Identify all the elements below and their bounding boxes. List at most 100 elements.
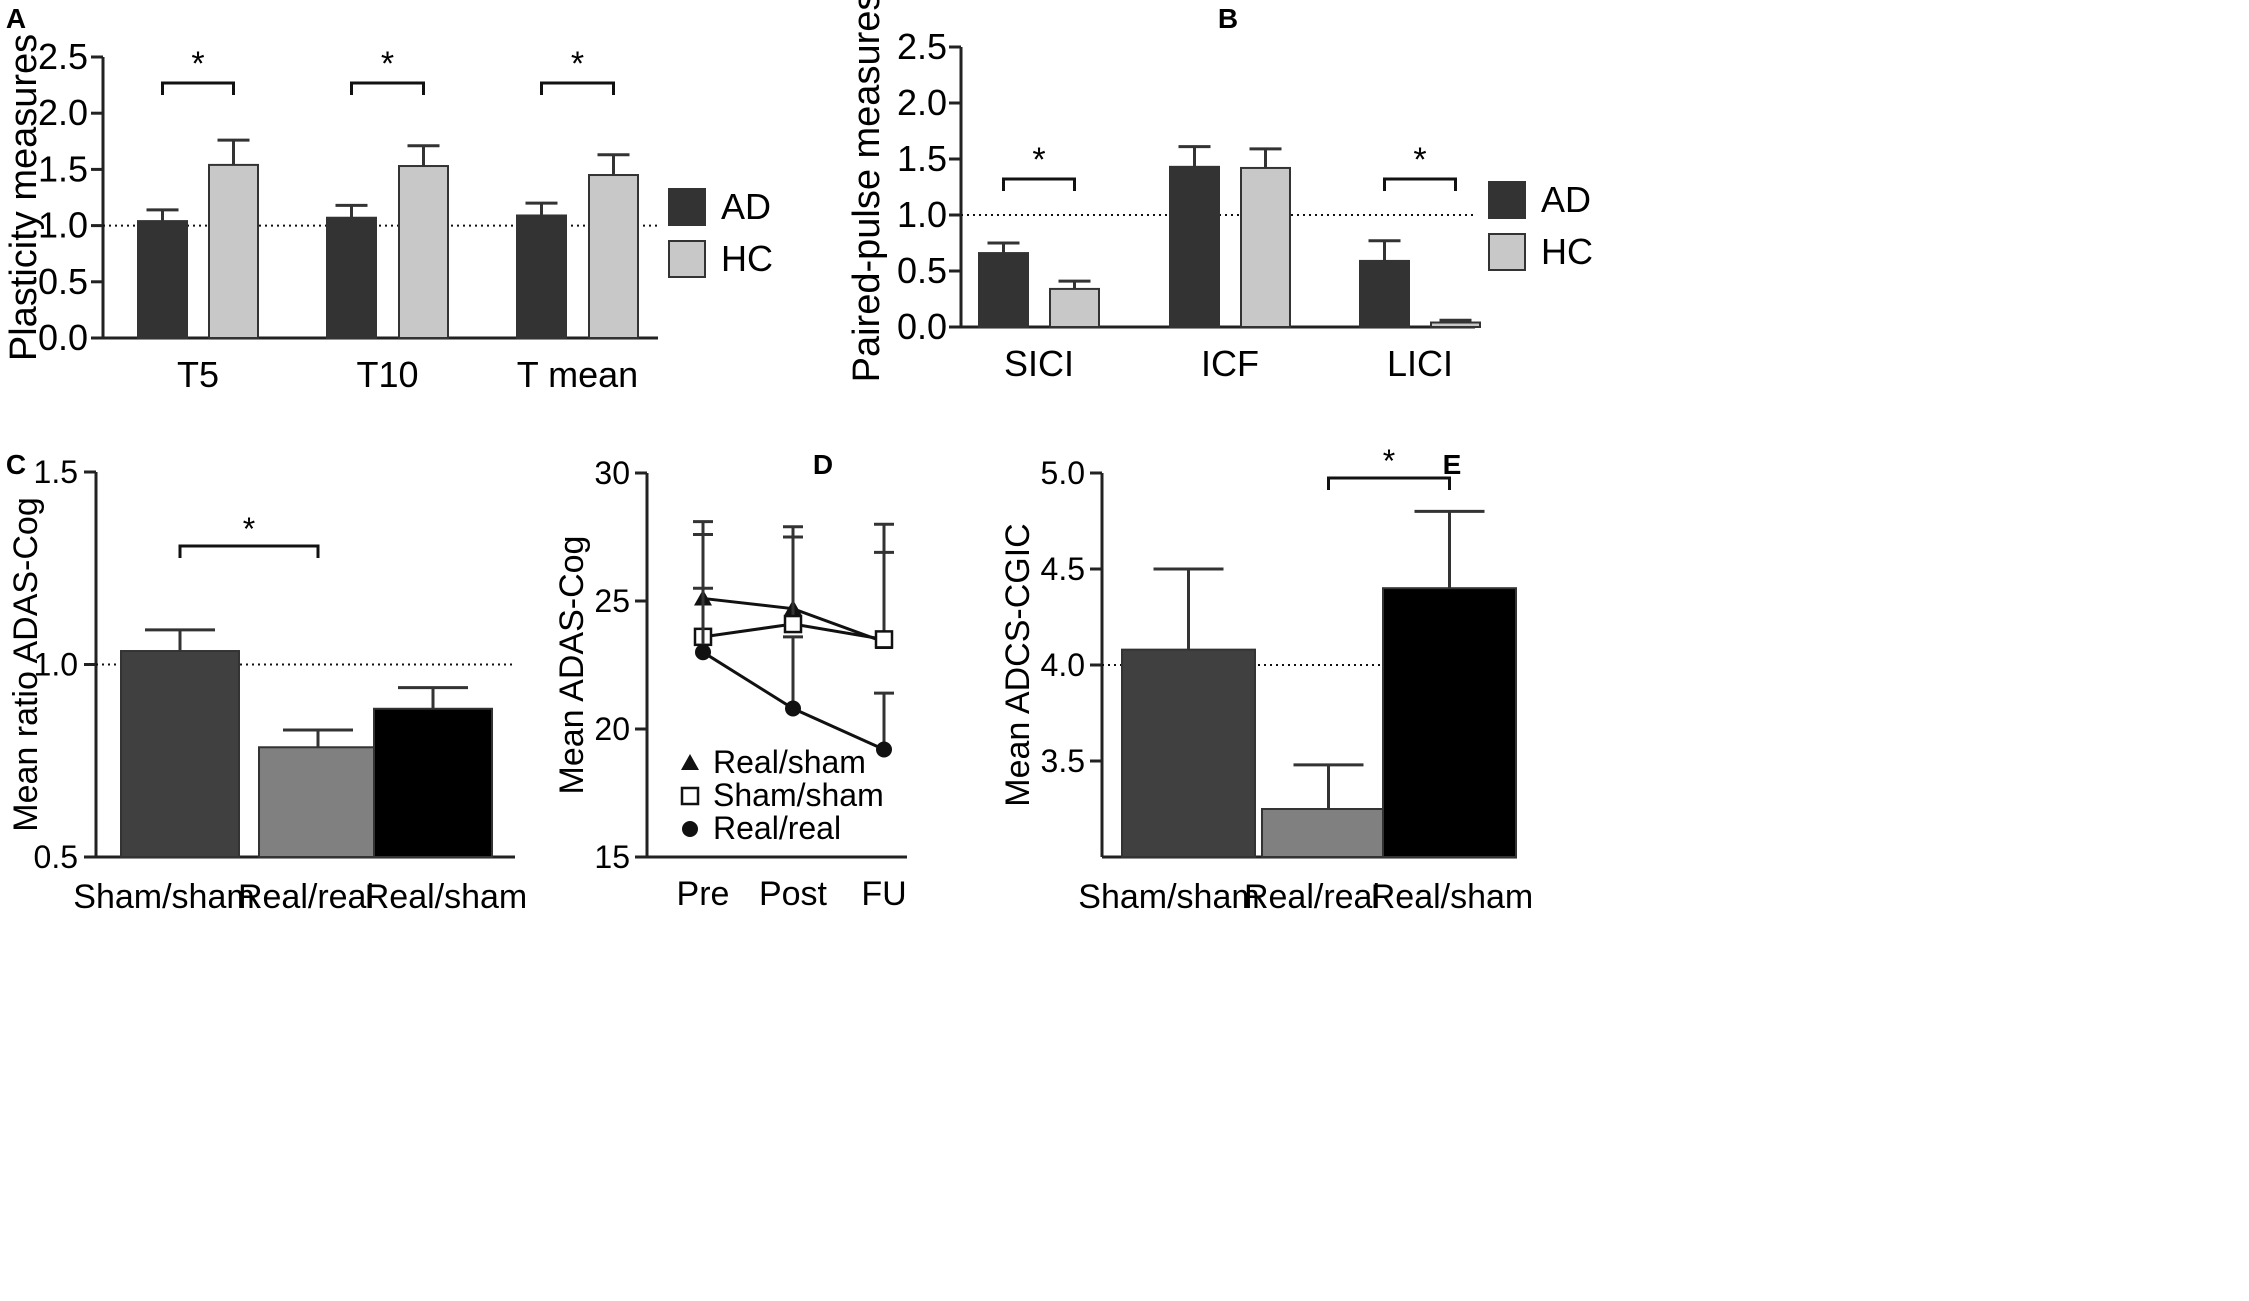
bar-ad	[978, 252, 1029, 328]
y-axis-label: Mean ratio ADAS-Cog	[7, 497, 45, 832]
chart-d: 15 20 25 30 Mean ADAS-Cog Pre Post FU Real/shamS…	[553, 455, 907, 913]
y-tick-label: 0.5	[34, 839, 78, 875]
x-tick-label: Real/sham	[1371, 878, 1534, 916]
y-tick-label: 2.0	[38, 92, 88, 133]
significance-bracket	[540, 81, 615, 95]
legend-label-hc: HC	[1541, 231, 1593, 272]
y-tick-label: 1.5	[34, 454, 78, 490]
legend-label-hc: HC	[721, 238, 773, 279]
significance-star: *	[1413, 141, 1426, 179]
y-axis-label: Plasticity measures	[3, 34, 45, 361]
significance-bracket	[1327, 476, 1451, 490]
significance-star: *	[243, 511, 255, 547]
y-tick-label: 4.0	[1041, 647, 1085, 683]
y-tick-label: 3.5	[1041, 743, 1085, 779]
bar-real-sham	[1382, 587, 1517, 858]
y-tick-label: 1.0	[897, 194, 947, 235]
bar-ad	[1169, 165, 1220, 328]
bar-sham-sham	[120, 650, 240, 859]
x-tick-label: SICI	[1004, 343, 1074, 384]
y-tick-label: 2.5	[38, 36, 88, 77]
x-tick-label: Real/sham	[365, 878, 528, 916]
x-tick-label: Sham/sham	[73, 878, 254, 916]
significance-star: *	[1383, 443, 1395, 479]
y-tick-label: 25	[594, 583, 630, 619]
bar-ad	[137, 220, 188, 340]
data-point	[874, 630, 894, 649]
y-tick-label: 2.5	[897, 26, 947, 67]
significance-star: *	[571, 45, 584, 83]
legend-marker-real-real	[682, 821, 698, 837]
y-tick-label: 2.0	[897, 82, 947, 123]
significance-bracket	[1383, 177, 1457, 191]
significance-star: *	[381, 45, 394, 83]
legend-label-ad: AD	[1541, 179, 1591, 220]
y-tick-label: 1.0	[34, 647, 78, 683]
y-tick-label: 0.0	[38, 317, 88, 358]
bar-real-sham	[373, 707, 493, 859]
y-tick-label: 0.5	[38, 261, 88, 302]
x-tick-label: LICI	[1387, 343, 1453, 384]
y-tick-label: 0.5	[897, 250, 947, 291]
legend-swatch-hc	[668, 240, 706, 278]
bar-hc	[398, 165, 449, 339]
significance-star: *	[1032, 141, 1045, 179]
y-axis-label: Mean ADAS-Cog	[553, 536, 591, 795]
data-point	[785, 700, 801, 717]
y-tick-label: 0.0	[897, 306, 947, 347]
x-tick-label: FU	[861, 875, 906, 913]
bar-sham-sham	[1121, 648, 1256, 859]
legend-swatch-ad	[1488, 181, 1526, 219]
y-tick-label: 30	[594, 455, 630, 491]
legend-marker-real-sham	[681, 754, 699, 770]
panel-letter-a: A	[6, 3, 26, 34]
y-tick-label: 1.5	[38, 148, 88, 189]
bar-hc	[1430, 321, 1481, 328]
y-tick-label: 15	[594, 839, 630, 875]
significance-bracket	[350, 81, 425, 95]
y-tick-label: 5.0	[1041, 455, 1085, 491]
x-tick-label: Post	[759, 875, 828, 913]
legend-label-ad: AD	[721, 186, 771, 227]
y-tick-label: 20	[594, 711, 630, 747]
x-tick-label: Real/real	[1244, 878, 1380, 916]
panel-letter-c: C	[6, 449, 26, 480]
series-real-real	[693, 586, 894, 758]
y-axis-label: Paired-pulse measures	[846, 0, 888, 382]
significance-bracket	[178, 544, 320, 558]
significance-bracket	[161, 81, 235, 95]
y-tick-label: 1.0	[38, 205, 88, 246]
legend-swatch-ad	[668, 188, 706, 226]
bar-hc	[588, 174, 639, 339]
significance-bracket	[1002, 177, 1076, 191]
bar-hc	[208, 163, 259, 339]
bar-real-real	[1261, 808, 1396, 858]
x-tick-label: T5	[177, 354, 219, 395]
x-tick-label: ICF	[1201, 343, 1259, 384]
x-tick-label: Real/real	[238, 878, 374, 916]
panel-letter-b: B	[1218, 3, 1238, 34]
x-tick-label: T10	[356, 354, 418, 395]
panel-letter-e: E	[1443, 449, 1462, 480]
data-point	[876, 741, 892, 758]
panel-letter-d: D	[813, 449, 833, 480]
legend-label-real-sham: Real/sham	[713, 744, 866, 780]
y-axis-label: Mean ADCS-CGIC	[999, 523, 1037, 806]
bar-real-real	[258, 746, 378, 859]
legend-swatch-hc	[1488, 233, 1526, 271]
bar-hc	[1240, 166, 1291, 328]
legend-label-real-real: Real/real	[713, 810, 841, 846]
bar-hc	[1049, 287, 1100, 329]
panel-letters: A B C D E	[6, 3, 1461, 480]
bar-ad	[326, 216, 377, 339]
significance-star: *	[191, 45, 204, 83]
x-tick-label: Sham/sham	[1078, 878, 1259, 916]
bar-ad	[516, 214, 567, 339]
y-tick-label: 1.5	[897, 138, 947, 179]
series-sham-sham	[693, 532, 894, 649]
